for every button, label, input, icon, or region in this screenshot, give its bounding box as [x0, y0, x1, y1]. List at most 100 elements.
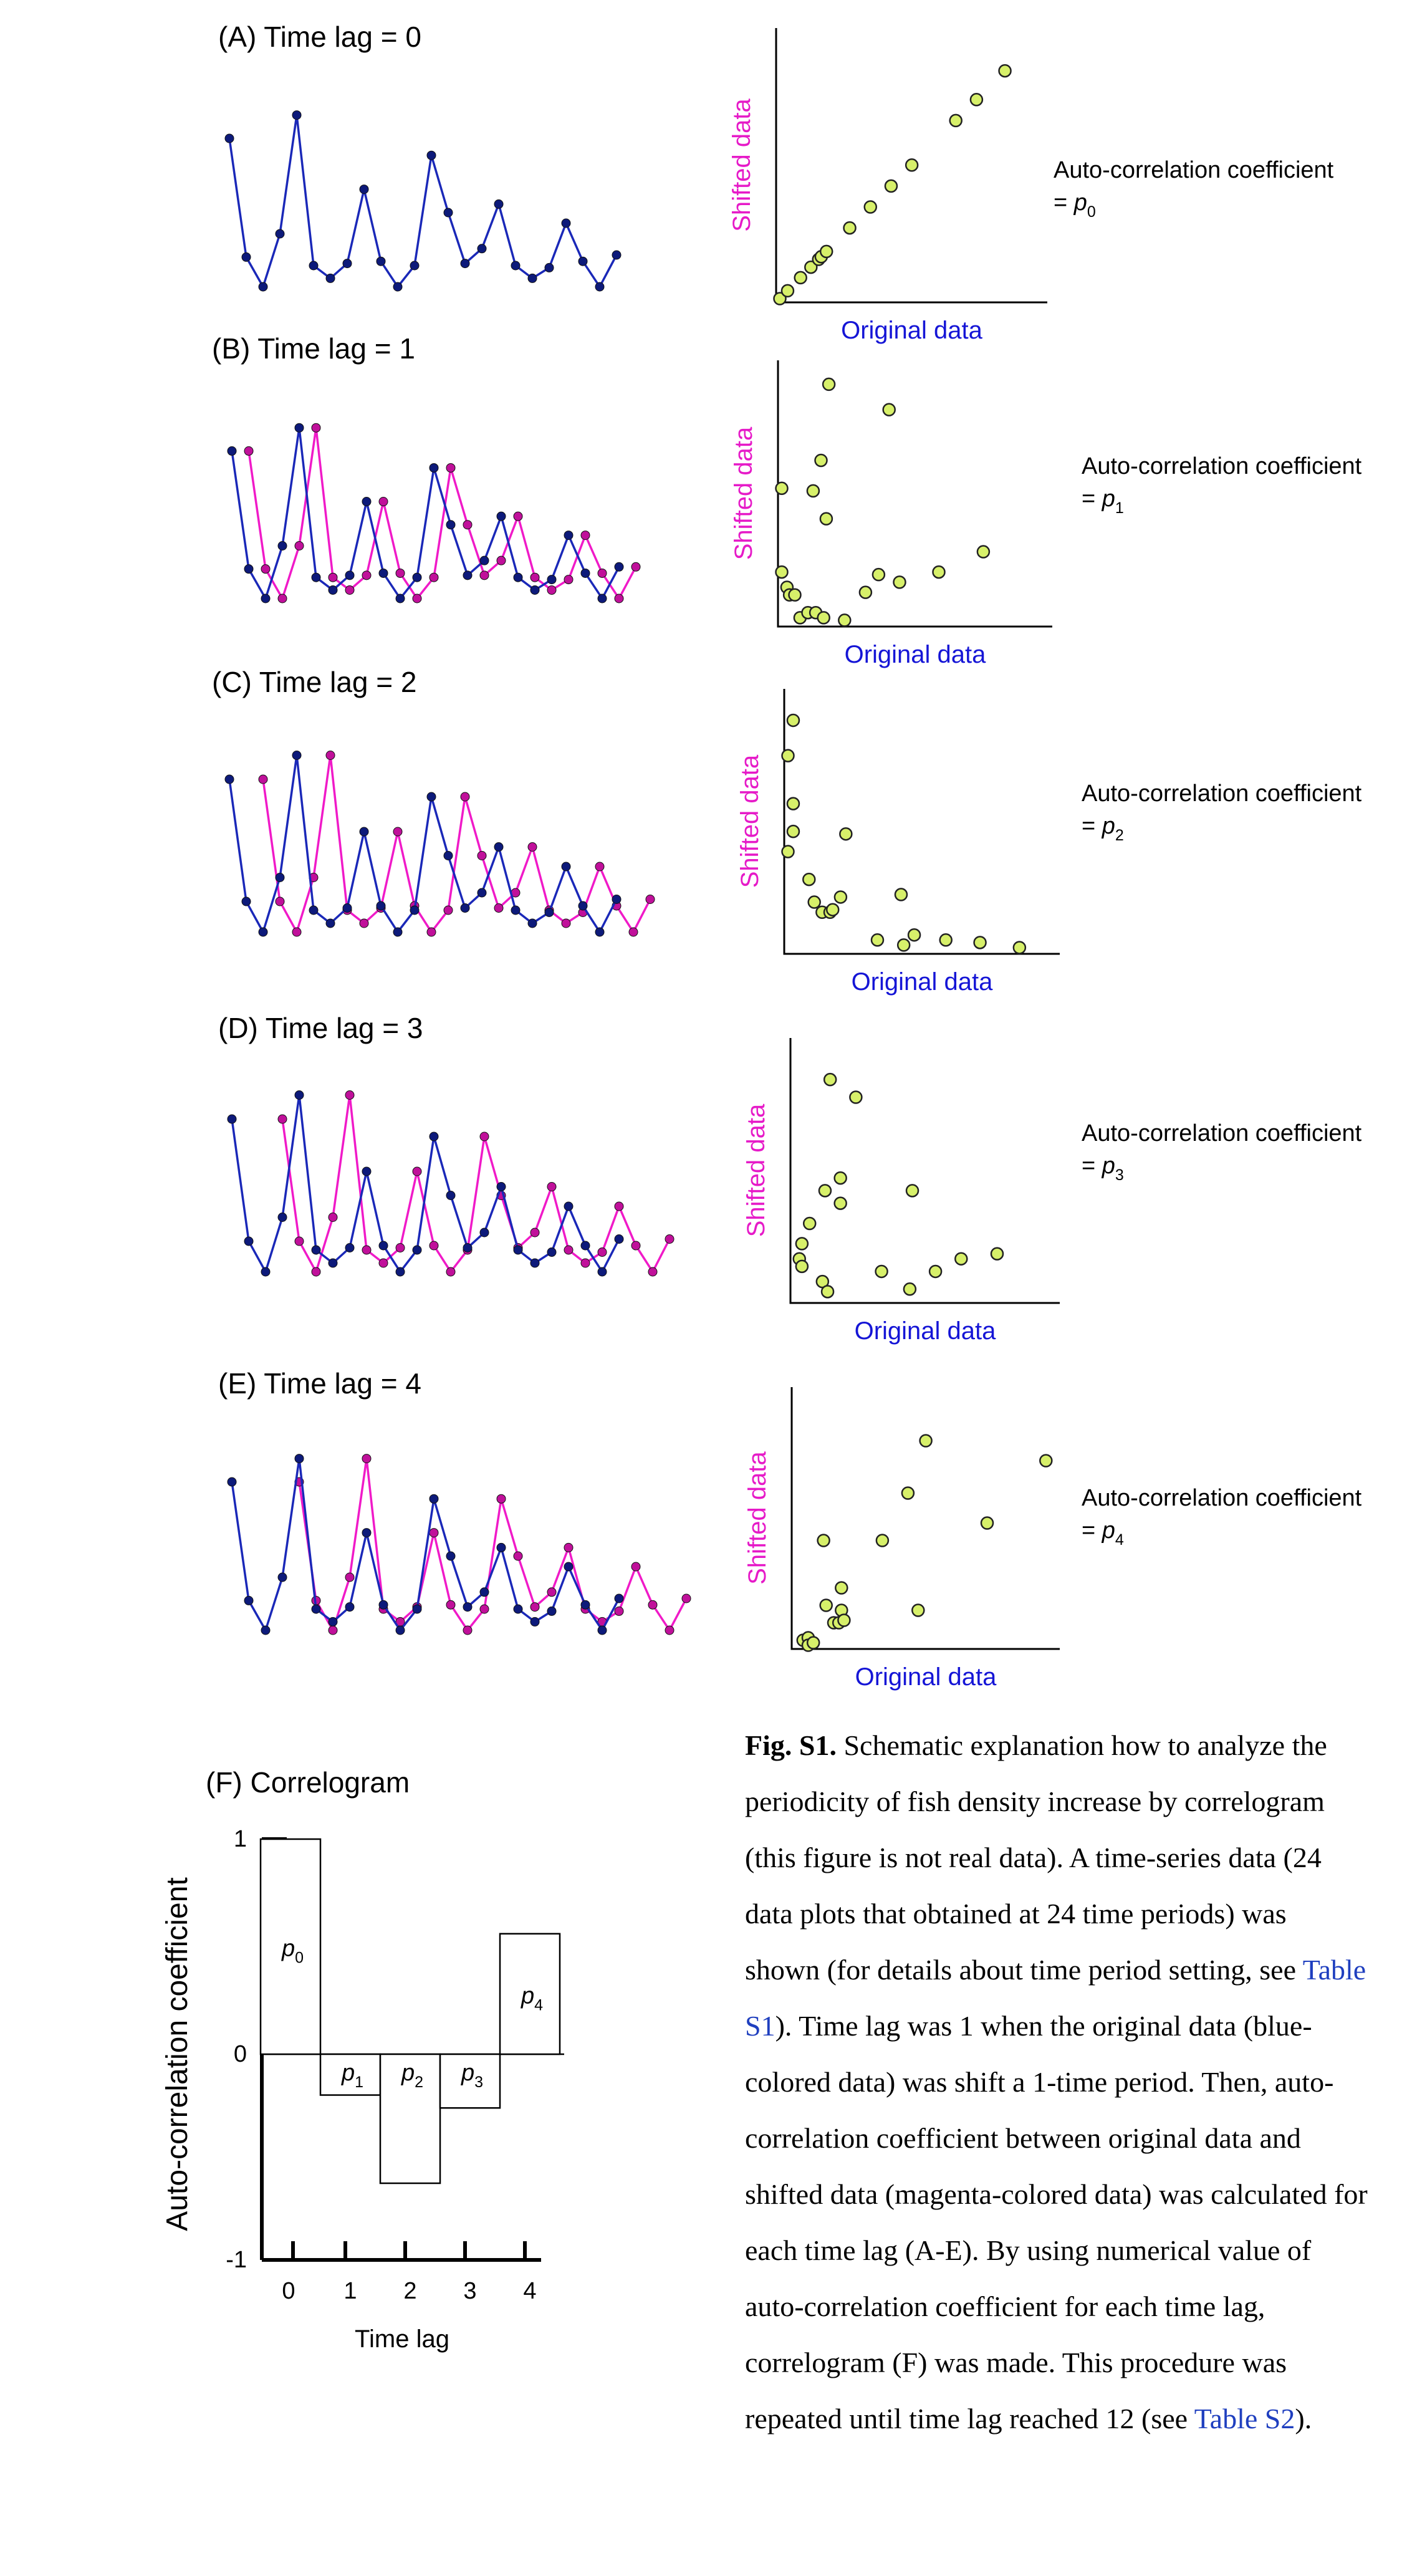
- scatter-axes: [790, 1387, 1060, 1650]
- scatter-point: [822, 377, 836, 392]
- x-tick-label: 4: [523, 2278, 536, 2304]
- shifted-point: [311, 423, 321, 433]
- original-series-line: [228, 115, 618, 290]
- original-point: [494, 842, 504, 852]
- caption-text-3: ).: [1295, 2403, 1312, 2434]
- scatter-point: [990, 1247, 1004, 1261]
- coefficient-symbol: = p3: [1082, 1153, 1124, 1184]
- table-s1-link[interactable]: Table S1: [745, 1954, 1366, 2042]
- scatter-point: [833, 890, 848, 904]
- original-point: [311, 1604, 321, 1614]
- scatter-point: [786, 824, 800, 839]
- original-point: [395, 594, 405, 603]
- scatter-point: [838, 613, 852, 627]
- shifted-point: [530, 1602, 540, 1612]
- original-point: [479, 555, 489, 565]
- original-point: [277, 1572, 287, 1582]
- original-point: [513, 1604, 523, 1614]
- scatter-point: [911, 1603, 925, 1617]
- original-point: [511, 261, 521, 271]
- bar-label-2-symbol: p: [401, 2060, 415, 2086]
- shifted-series-line: [281, 1095, 671, 1275]
- correlogram: (F) Correlogram 0 1 2 3 4 1 0 -1 Time lag Auto-cor…: [161, 1766, 564, 2353]
- autocorrelation-label: Auto-correlation coefficient: [1082, 781, 1362, 807]
- scatter-point: [998, 64, 1012, 78]
- shifted-point: [446, 463, 456, 473]
- table-s2-link[interactable]: Table S2: [1194, 2403, 1295, 2434]
- original-point: [378, 568, 388, 578]
- shifted-point: [362, 1454, 372, 1464]
- original-point: [612, 250, 622, 260]
- coefficient-symbol-symbol: p: [1102, 1517, 1115, 1544]
- original-point: [376, 256, 386, 266]
- scatter-point: [882, 403, 896, 416]
- original-point: [395, 1625, 405, 1635]
- original-point: [527, 918, 537, 928]
- shifted-point: [580, 1258, 590, 1268]
- original-point: [227, 1477, 237, 1487]
- original-point: [325, 273, 335, 283]
- scatter-point: [973, 936, 987, 949]
- coefficient-symbol-eq: =: [1082, 1153, 1102, 1179]
- correlogram-ylabel: Auto-correlation coefficient: [161, 1877, 194, 2231]
- bar-label-3: p3: [461, 2060, 483, 2091]
- scatter-point: [814, 453, 828, 468]
- scatter-point: [896, 938, 911, 952]
- correlogram-bar-1: [319, 2053, 382, 2096]
- shifted-point: [595, 862, 605, 872]
- original-point: [426, 792, 436, 802]
- scatter-point: [1039, 1454, 1053, 1468]
- original-point: [530, 585, 540, 595]
- shifted-point: [460, 792, 470, 802]
- original-point: [614, 1593, 624, 1603]
- original-point: [578, 901, 588, 911]
- shifted-point: [479, 570, 489, 580]
- original-point: [564, 531, 574, 541]
- shifted-point: [362, 1245, 372, 1255]
- figure-caption: Fig. S1. Schematic explanation how to an…: [745, 1718, 1368, 2447]
- original-point: [446, 520, 456, 530]
- original-point: [311, 572, 321, 582]
- shifted-point: [631, 562, 641, 572]
- coefficient-symbol-subscript: 3: [1115, 1166, 1124, 1184]
- original-point: [463, 1243, 473, 1252]
- scatter-point: [819, 244, 833, 259]
- original-point: [597, 594, 607, 603]
- scatter-point: [802, 1216, 817, 1231]
- shifted-point: [443, 905, 453, 915]
- original-point: [429, 1494, 439, 1504]
- original-series-line: [231, 1095, 620, 1275]
- original-point: [477, 888, 487, 898]
- shifted-point: [648, 1267, 658, 1277]
- original-point: [530, 1617, 540, 1627]
- bar-label-4: p4: [521, 1982, 543, 2014]
- shifted-series-line: [298, 1458, 688, 1633]
- scatter-point: [823, 1072, 837, 1087]
- shifted-point: [614, 1606, 624, 1616]
- scatter-point: [806, 484, 820, 498]
- original-point: [261, 1625, 271, 1635]
- shifted-point: [463, 520, 473, 530]
- original-point: [244, 1236, 254, 1246]
- original-point: [309, 261, 319, 271]
- scatter-point: [833, 1171, 847, 1185]
- original-point: [328, 1617, 338, 1627]
- original-point: [410, 905, 420, 915]
- scatter-point: [843, 221, 857, 235]
- original-point: [614, 562, 624, 572]
- x-tick-label: 2: [403, 2278, 416, 2304]
- original-point: [275, 229, 285, 239]
- shifted-point: [628, 927, 638, 937]
- original-point: [446, 1191, 456, 1200]
- panel-title: (D) Time lag = 3: [218, 1012, 423, 1044]
- original-point: [426, 150, 436, 160]
- scatter-point: [870, 933, 885, 947]
- correlogram-bar-4: [499, 1933, 561, 2055]
- shifted-point: [564, 1245, 574, 1255]
- autocorrelation-label: Auto-correlation coefficient: [1054, 157, 1334, 183]
- original-point: [580, 1600, 590, 1610]
- bar-label-1: p1: [341, 2060, 363, 2091]
- coefficient-symbol-symbol: p: [1073, 190, 1087, 216]
- caption-text-2: ). Time lag was 1 when the original data…: [745, 2010, 1368, 2434]
- shifted-point: [328, 1625, 338, 1635]
